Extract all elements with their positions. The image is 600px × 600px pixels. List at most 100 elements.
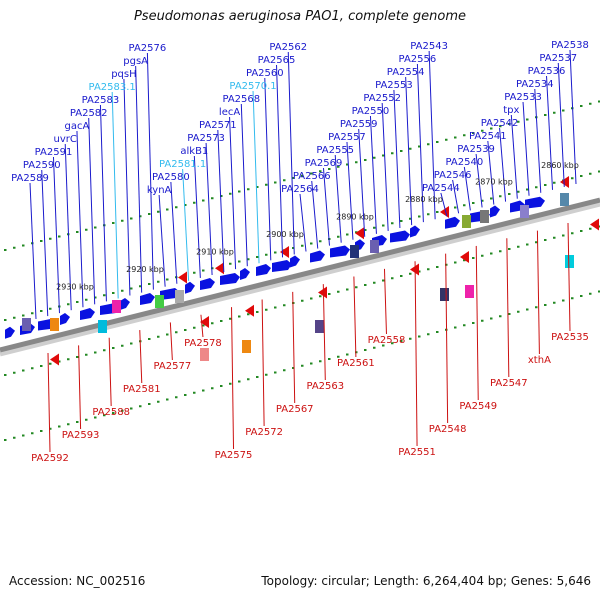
outer-rev-tick-dot [175, 396, 178, 399]
forward-gene-label: PA2573 [187, 133, 225, 144]
forward-label-line [287, 51, 295, 255]
outer-tick-dot [157, 210, 160, 213]
reverse-gene-label: PA2549 [459, 401, 497, 412]
reverse-gene-label: PA2575 [215, 450, 253, 461]
inner-tick-dot [229, 317, 232, 320]
reverse-label-line [475, 245, 479, 401]
forward-gene-label: PA2559 [340, 119, 378, 130]
reverse-gene-label: xthA [528, 355, 551, 366]
reverse-label-line [414, 261, 418, 447]
inner-tick-dot [184, 329, 187, 331]
mid-tick-dot [346, 233, 349, 236]
inner-tick-dot [301, 299, 304, 302]
forward-label-line [135, 65, 143, 293]
forward-gene-label: PA2582 [70, 108, 108, 119]
outer-tick-dot [301, 174, 304, 177]
mid-tick-dot [337, 235, 340, 238]
forward-gene-label: PA2562 [269, 42, 307, 53]
map-title: Pseudomonas aeruginosa PAO1, complete ge… [133, 9, 467, 24]
reverse-gene-arrow [215, 262, 224, 275]
forward-label-line [557, 62, 565, 187]
feature-box [112, 300, 121, 313]
forward-gene-arrow [5, 326, 15, 339]
reverse-gene-label: PA2578 [184, 338, 222, 349]
outer-rev-tick-dot [112, 412, 115, 414]
outer-rev-tick-dot [589, 292, 592, 295]
forward-label-line [405, 76, 413, 226]
inner-tick-dot [85, 353, 88, 356]
mid-tick-dot [553, 181, 556, 184]
forward-gene-arrow [490, 205, 500, 218]
outer-tick-dot [553, 111, 556, 114]
outer-tick-dot [121, 219, 124, 222]
forward-gene-label: PA2540 [446, 157, 484, 168]
label-lines-layer [29, 49, 577, 453]
forward-gene-label: PA2560 [246, 68, 284, 79]
forward-gene-label: PA2542 [481, 118, 519, 129]
reverse-gene-arrow [178, 271, 187, 284]
feature-box [560, 193, 569, 206]
mid-tick-dot [265, 253, 268, 256]
inner-tick-dot [310, 297, 313, 300]
outer-tick-dot [274, 181, 277, 184]
forward-label-line [334, 154, 342, 243]
reverse-label-line [292, 291, 296, 404]
outer-tick-dot [130, 217, 133, 220]
outer-tick-dot [544, 114, 547, 116]
reverse-label-line [261, 299, 265, 427]
inner-tick-dot [40, 365, 43, 367]
outer-rev-tick-dot [400, 340, 403, 342]
reverse-gene-arrow [590, 218, 599, 231]
outer-tick-dot [481, 129, 484, 132]
outer-tick-dot [85, 228, 88, 231]
outer-rev-tick-dot [274, 371, 277, 374]
outer-rev-tick-dot [562, 299, 565, 302]
mid-tick-dot [490, 197, 493, 200]
kbp-tick-label: 2860 kbp [541, 161, 579, 170]
forward-label-line [41, 169, 49, 317]
outer-tick-dot [310, 172, 313, 175]
outer-rev-tick-dot [67, 423, 70, 426]
outer-tick-dot [139, 215, 142, 218]
feature-box [465, 285, 474, 298]
forward-gene-label: PA2565 [258, 55, 296, 66]
outer-rev-tick-dot [346, 353, 349, 356]
mid-tick-dot [247, 258, 250, 261]
reverse-label-line [47, 352, 51, 453]
mid-tick-dot [31, 312, 34, 315]
mid-tick-dot [598, 170, 600, 173]
forward-gene-label: alkB1 [180, 146, 208, 157]
mid-tick-dot [49, 307, 52, 310]
reverse-label-line [78, 345, 82, 430]
inner-tick-dot [436, 266, 439, 268]
mid-tick-dot [481, 199, 484, 202]
feature-box [370, 240, 379, 253]
feature-box [440, 288, 449, 301]
outer-rev-tick-dot [31, 432, 34, 435]
forward-label-line [487, 140, 495, 205]
outer-rev-tick-dot [211, 387, 214, 390]
inner-tick-dot [364, 284, 367, 286]
forward-gene-label: PA2564 [281, 184, 319, 195]
mid-tick-dot [580, 175, 583, 177]
forward-gene-label: pgsA [123, 56, 148, 67]
forward-gene-label: lecA [219, 107, 240, 118]
forward-label-line [416, 63, 424, 223]
forward-label-line [52, 156, 60, 314]
reverse-gene-arrow [245, 304, 254, 317]
outer-tick-dot [220, 195, 223, 197]
outer-tick-dot [418, 145, 421, 148]
forward-label-line [205, 142, 213, 276]
mid-tick-dot [85, 298, 88, 301]
inner-tick-dot [490, 252, 493, 255]
inner-tick-dot [175, 331, 178, 334]
feature-box [22, 318, 31, 331]
mid-tick-dot [427, 213, 430, 216]
inner-tick-dot [274, 306, 277, 309]
forward-label-line [522, 101, 530, 196]
mid-tick-dot [319, 240, 322, 243]
mid-tick-dot [193, 271, 196, 274]
forward-gene-label: PA2546 [434, 170, 472, 181]
inner-tick-dot [202, 324, 205, 327]
feature-box [98, 320, 107, 333]
